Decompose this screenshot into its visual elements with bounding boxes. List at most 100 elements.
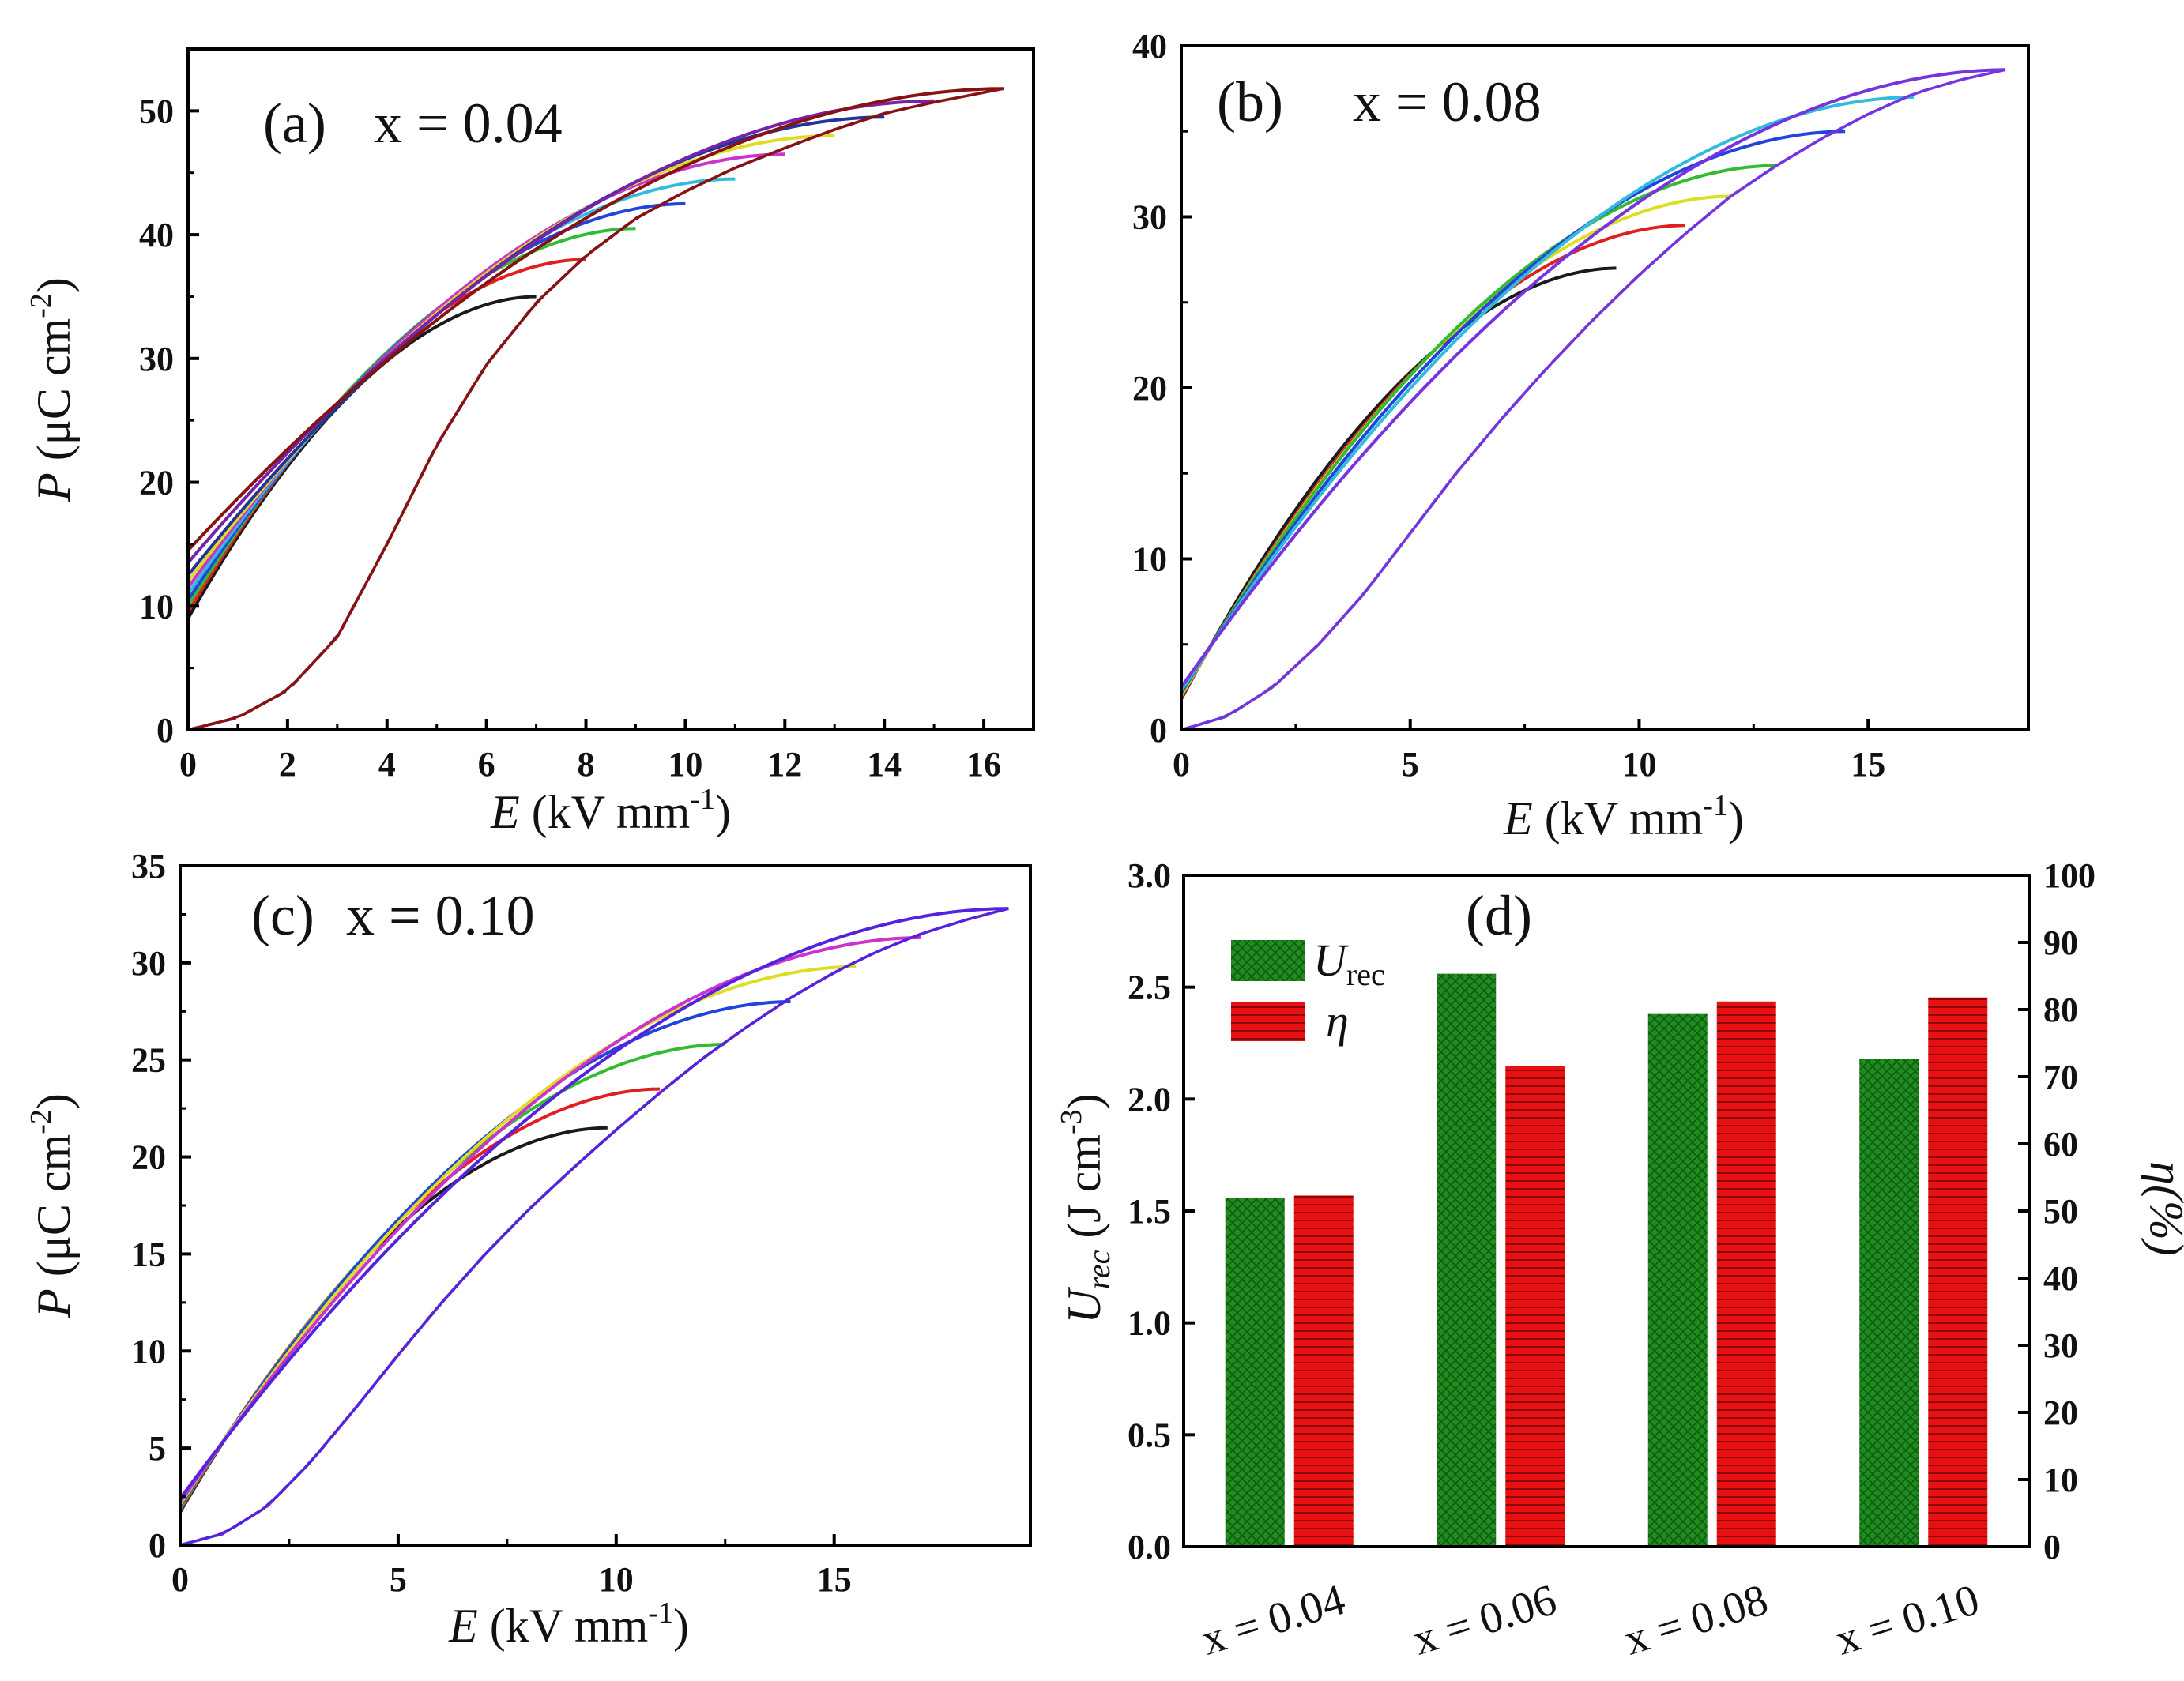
panel-b-xtick-label: 5 bbox=[1402, 745, 1419, 784]
panel-c-loop-6-ascending bbox=[179, 907, 1009, 1547]
panel-d-ytick-right-label: 70 bbox=[2043, 1058, 2078, 1096]
panel-b-loop-4-ascending bbox=[1180, 125, 1847, 731]
panel-b-label: (b) bbox=[1217, 70, 1283, 134]
panel-d-ytick-right-label: 60 bbox=[2043, 1125, 2078, 1164]
panel-b-ytick-label: 30 bbox=[1132, 198, 1167, 237]
panel-a-xtick-label: 4 bbox=[378, 745, 396, 784]
panel-a-xtick-label: 6 bbox=[478, 745, 495, 784]
panel-c-ytick-label: 35 bbox=[131, 847, 166, 886]
panel-c-ticks: 0 5 10 15 0 5 10 15 20 25 30 35 bbox=[131, 847, 852, 1599]
panel-d-ytick-right-label: 90 bbox=[2043, 923, 2078, 962]
panel-a-loop-7-descending bbox=[186, 115, 885, 577]
panel-b-loop-4-descending bbox=[1180, 130, 1846, 694]
panel-a-loop-0-descending bbox=[186, 295, 537, 619]
panel-b-xlabel: E (kV mm-1) bbox=[1503, 789, 1744, 844]
panel-c: 0 5 10 15 0 5 10 15 20 25 30 35 (c) x = 0.10 E (kV … bbox=[24, 847, 1032, 1652]
panel-d-bars bbox=[1225, 973, 1988, 1547]
panel-c-loop-2-ascending bbox=[179, 1041, 726, 1547]
panel-b-curves bbox=[1180, 68, 2006, 731]
panel-c-plot-frame bbox=[179, 864, 1032, 1547]
bar-urec-2 bbox=[1647, 1013, 1708, 1547]
bar-eta-2 bbox=[1716, 1001, 1776, 1547]
panel-a-loop-5-descending bbox=[186, 152, 785, 589]
panel-d: x = 0.04 x = 0.06 x = 0.08 x = 0.10 0.0 0.5 1.… bbox=[1055, 856, 2184, 1665]
panel-a-xtick-label: 14 bbox=[867, 745, 902, 784]
bar-urec-3 bbox=[1859, 1059, 1919, 1547]
legend-swatch-eta bbox=[1231, 1002, 1305, 1041]
panel-a-curves bbox=[186, 87, 1004, 731]
category-label: x = 0.10 bbox=[1830, 1575, 1985, 1665]
panel-d-ytick-right-label: 40 bbox=[2043, 1259, 2078, 1298]
panel-c-curves bbox=[179, 907, 1009, 1547]
panel-c-ylabel: P (μC cm-2) bbox=[24, 1093, 80, 1318]
panel-b-loop-5-descending bbox=[1180, 95, 1915, 692]
category-label: x = 0.06 bbox=[1407, 1575, 1562, 1665]
panel-d-ytick-right-label: 50 bbox=[2043, 1192, 2078, 1231]
panel-a-xtick-label: 10 bbox=[668, 745, 702, 784]
panel-a-ylabel: P (μC cm-2) bbox=[24, 277, 80, 502]
panel-a-loop-7-ascending bbox=[187, 111, 885, 731]
panel-c-xtick-label: 10 bbox=[599, 1560, 634, 1599]
panel-a-loop-6-ascending bbox=[187, 128, 835, 731]
panel-b-ytick-label: 0 bbox=[1150, 711, 1167, 750]
bar-urec-0 bbox=[1225, 1198, 1285, 1547]
panel-b-xtick-label: 15 bbox=[1851, 745, 1885, 784]
panel-d-ytick-left-label: 2.0 bbox=[1128, 1080, 1171, 1119]
panel-b-xtick-label: 10 bbox=[1621, 745, 1656, 784]
panel-c-loop-0-ascending bbox=[179, 1136, 608, 1547]
panel-b-ytick-label: 10 bbox=[1132, 540, 1167, 579]
panel-a-loop-9-ascending bbox=[187, 87, 1004, 731]
panel-a-xtick-label: 0 bbox=[179, 745, 197, 784]
category-label: x = 0.04 bbox=[1196, 1575, 1351, 1665]
panel-c-xlabel: E (kV mm-1) bbox=[448, 1596, 689, 1652]
panel-a-ytick-label: 30 bbox=[139, 340, 174, 378]
panel-a-loop-4-ascending bbox=[187, 166, 736, 731]
panel-c-loop-5-descending bbox=[179, 935, 922, 1504]
panel-c-loop-0-descending bbox=[179, 1126, 608, 1514]
panel-d-ytick-right-label: 80 bbox=[2043, 991, 2078, 1029]
panel-d-ytick-right-label: 30 bbox=[2043, 1326, 2078, 1365]
panel-a-loop-5-ascending bbox=[187, 146, 785, 731]
bar-eta-3 bbox=[1928, 997, 1988, 1547]
panel-b-loop-3-descending bbox=[1180, 164, 1777, 695]
panel-a-loop-3-ascending bbox=[187, 190, 687, 731]
panel-a-loop-2-descending bbox=[186, 227, 636, 607]
panel-b-xtick-label: 0 bbox=[1173, 745, 1190, 784]
legend-label-urec: Urec bbox=[1313, 935, 1385, 992]
panel-d-ylabel-left: Urec (J cm-3) bbox=[1055, 1093, 1116, 1323]
panel-a-loop-2-ascending bbox=[187, 217, 637, 731]
panel-b-ytick-label: 40 bbox=[1132, 27, 1167, 66]
panel-d-ytick-right-label: 0 bbox=[2043, 1528, 2061, 1566]
panel-a-ticks: 0 2 4 6 8 10 12 14 16 0 10 20 30 40 50 bbox=[139, 92, 1001, 784]
panel-a-loop-8-ascending bbox=[187, 100, 935, 731]
panel-b-loop-1-descending bbox=[1180, 224, 1685, 698]
panel-d-ytick-left-label: 3.0 bbox=[1128, 856, 1171, 895]
panel-a-xlabel: E (kV mm-1) bbox=[490, 783, 731, 838]
panel-a-loop-9-descending bbox=[186, 87, 1004, 552]
panel-c-loop-1-ascending bbox=[179, 1092, 661, 1547]
panel-b-loop-1-ascending bbox=[1180, 232, 1686, 731]
legend-swatch-urec bbox=[1231, 940, 1305, 981]
panel-c-xtick-label: 0 bbox=[171, 1560, 189, 1599]
panel-b-plot-frame bbox=[1180, 44, 2030, 731]
panel-a-ytick-label: 50 bbox=[139, 92, 174, 130]
panel-b-loop-6-descending bbox=[1180, 68, 2006, 689]
panel-a-loop-1-descending bbox=[186, 258, 586, 614]
panel-c-xtick-label: 15 bbox=[817, 1560, 852, 1599]
bar-eta-0 bbox=[1293, 1195, 1354, 1547]
panel-b-ytick-label: 20 bbox=[1132, 369, 1167, 408]
panel-a: 0 2 4 6 8 10 12 14 16 0 10 20 30 40 50 (a) x = 0.04 E … bbox=[24, 47, 1035, 838]
panel-a-plot-frame bbox=[186, 47, 1035, 731]
panel-a-xtick-label: 12 bbox=[767, 745, 802, 784]
panel-c-ytick-label: 5 bbox=[149, 1429, 166, 1468]
panel-d-ytick-left-label: 1.0 bbox=[1128, 1304, 1171, 1343]
panel-c-label: (c) bbox=[251, 884, 314, 947]
panel-a-loop-8-descending bbox=[186, 99, 935, 564]
panel-d-ylabel-right: η(%) bbox=[2141, 1161, 2184, 1256]
panel-d-ytick-left-label: 2.5 bbox=[1128, 968, 1171, 1007]
panel-a-loop-4-descending bbox=[186, 177, 736, 595]
panel-d-legend: Urec η bbox=[1231, 935, 1385, 1047]
panel-b: 0 5 10 15 0 10 20 30 40 (b) x = 0.08 E (kV mm-1) bbox=[1132, 27, 2030, 844]
panel-a-ytick-label: 40 bbox=[139, 216, 174, 254]
